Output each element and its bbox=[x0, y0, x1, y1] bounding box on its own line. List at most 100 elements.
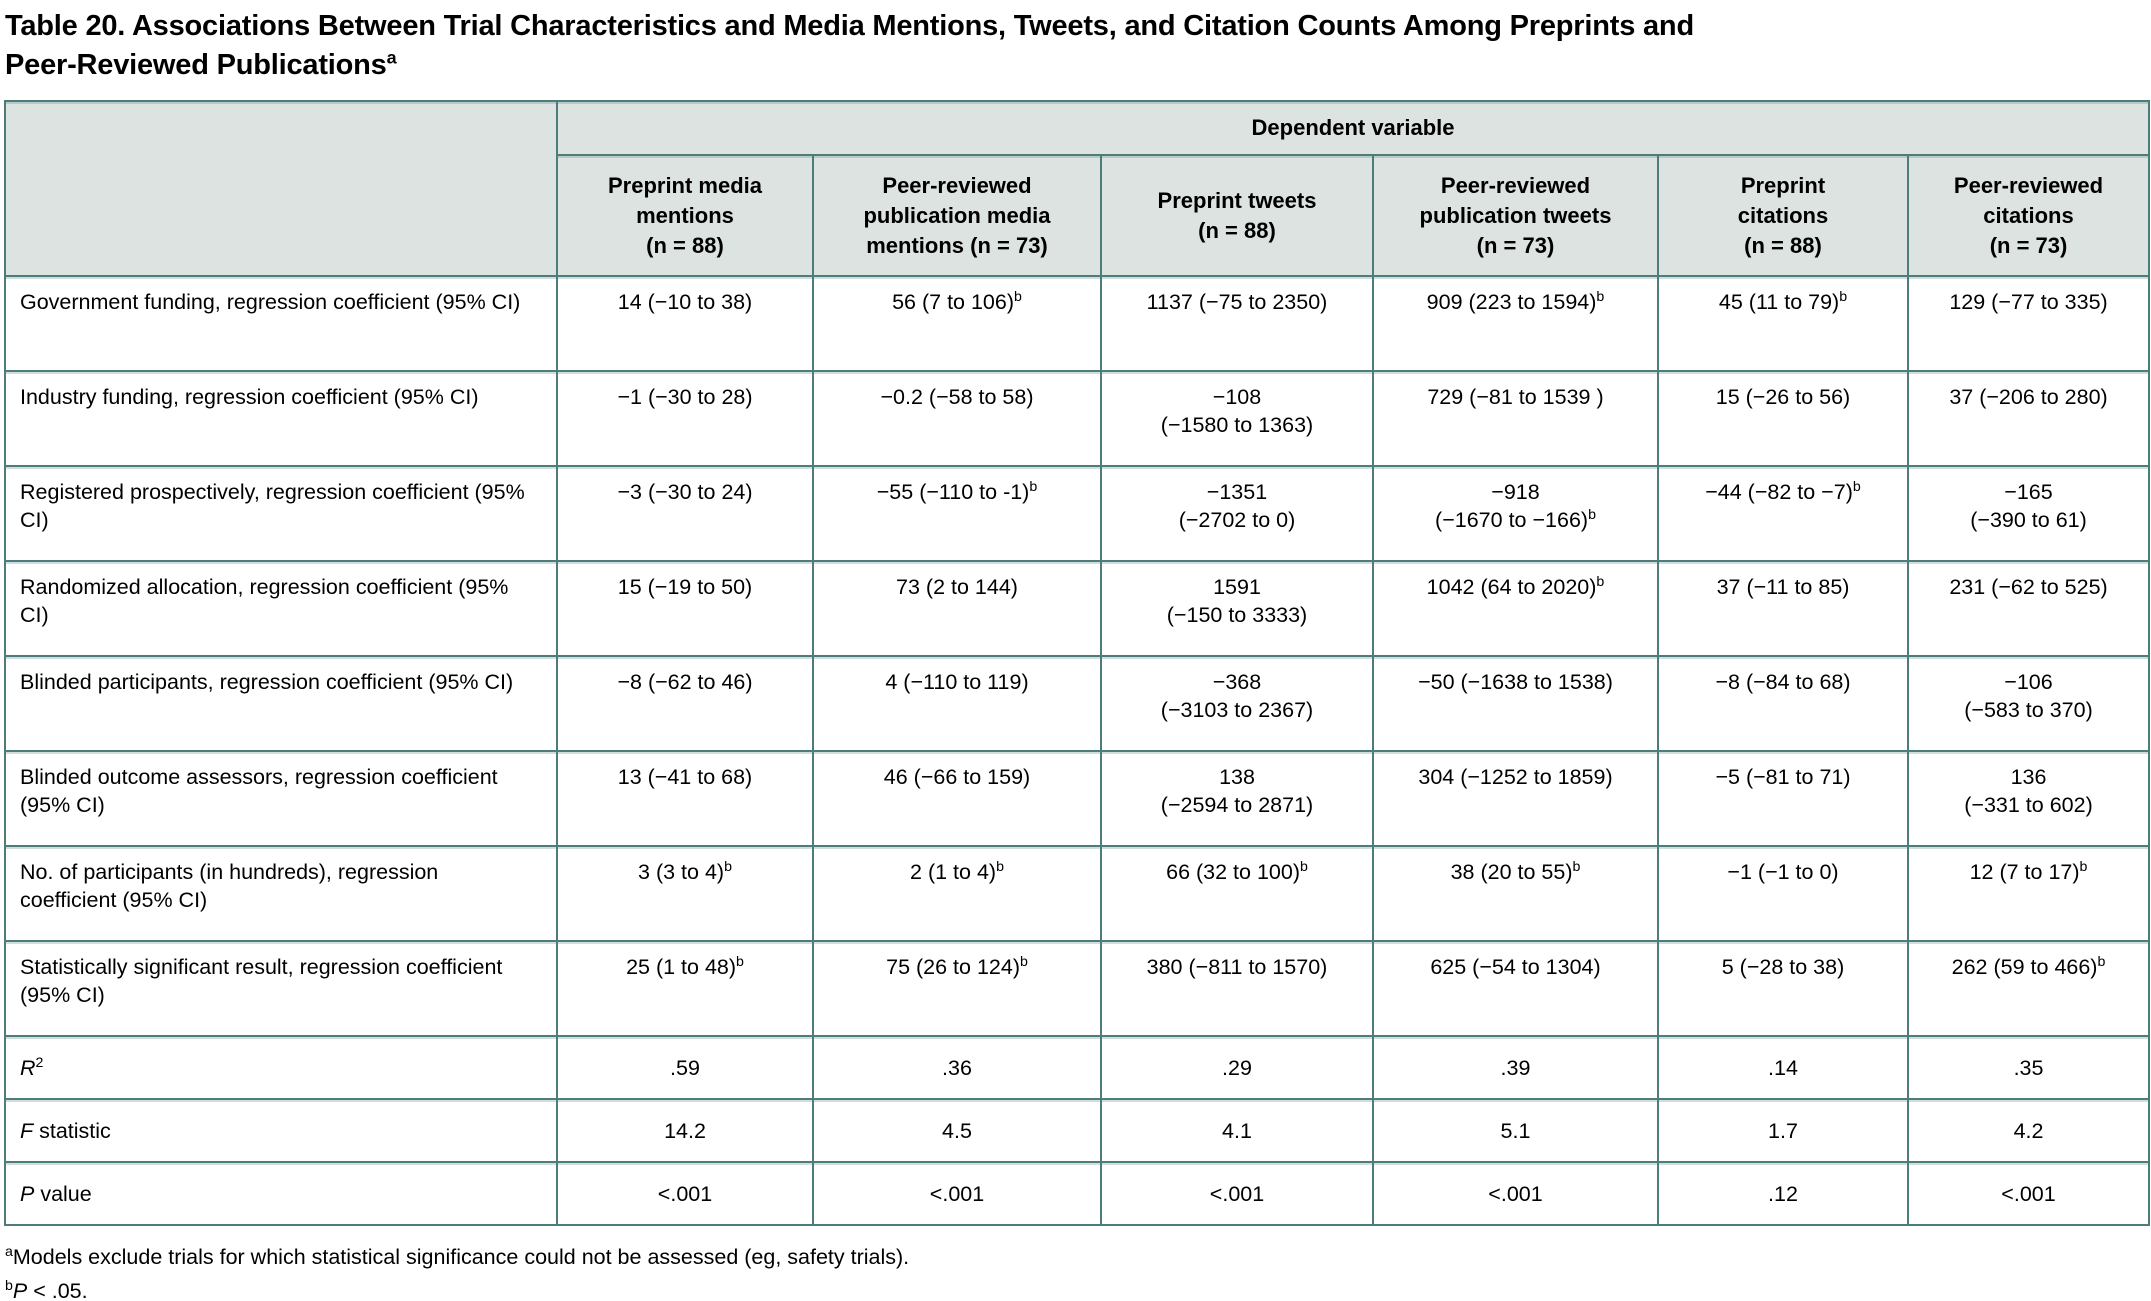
data-cell-value: .29 bbox=[1222, 1055, 1252, 1080]
significance-marker: b bbox=[736, 953, 744, 970]
data-cell: −8 (−62 to 46) bbox=[556, 655, 814, 752]
results-table: Dependent variable Preprint media mentio… bbox=[4, 100, 2151, 1226]
data-cell-value: 5.1 bbox=[1500, 1118, 1531, 1143]
data-cell: −165 (−390 to 61) bbox=[1906, 465, 2151, 562]
row-label: Blinded outcome assessors, regression co… bbox=[4, 750, 558, 847]
data-cell: 56 (7 to 106)b bbox=[812, 275, 1102, 372]
table-body: Government funding, regression coefficie… bbox=[4, 275, 2151, 1226]
data-cell: 37 (−11 to 85) bbox=[1657, 560, 1909, 657]
row-label: R2 bbox=[4, 1035, 558, 1100]
data-cell: .14 bbox=[1657, 1035, 1909, 1100]
data-cell: .29 bbox=[1100, 1035, 1374, 1100]
column-header-preprint-tweets: Preprint tweets (n = 88) bbox=[1100, 154, 1374, 277]
data-cell-value: −918 (−1670 to −166) bbox=[1435, 480, 1589, 532]
table-row: Randomized allocation, regression coeffi… bbox=[4, 560, 2151, 657]
data-cell: −50 (−1638 to 1538) bbox=[1372, 655, 1659, 752]
significance-marker: b bbox=[1014, 288, 1022, 305]
data-cell: <.001 bbox=[1100, 1161, 1374, 1226]
data-cell-value: .35 bbox=[2013, 1055, 2044, 1080]
significance-marker: b bbox=[1299, 858, 1308, 875]
data-cell-value: −368 (−3103 to 2367) bbox=[1160, 670, 1314, 722]
data-cell-value: 3 (3 to 4) bbox=[638, 860, 725, 884]
row-label: Randomized allocation, regression coeffi… bbox=[4, 560, 558, 657]
table-row: Government funding, regression coefficie… bbox=[4, 275, 2151, 372]
row-label: Government funding, regression coefficie… bbox=[4, 275, 558, 372]
data-cell: −5 (−81 to 71) bbox=[1657, 750, 1909, 847]
data-cell: 138 (−2594 to 2871) bbox=[1100, 750, 1374, 847]
significance-marker: b bbox=[2079, 858, 2088, 875]
data-cell-value: 262 (59 to 466) bbox=[1951, 955, 2098, 979]
data-cell: 12 (7 to 17)b bbox=[1906, 845, 2151, 942]
data-cell-value: −8 (−84 to 68) bbox=[1715, 670, 1851, 694]
table-row: No. of participants (in hundreds), regre… bbox=[4, 845, 2151, 942]
data-cell-value: 1042 (64 to 2020) bbox=[1426, 575, 1597, 599]
data-cell: −55 (−110 to -1)b bbox=[812, 465, 1102, 562]
data-cell-value: 37 (−11 to 85) bbox=[1716, 575, 1850, 599]
data-cell: 262 (59 to 466)b bbox=[1906, 940, 2151, 1037]
data-cell-value: −5 (−81 to 71) bbox=[1715, 765, 1851, 789]
data-cell: 4.5 bbox=[812, 1098, 1102, 1163]
data-cell-value: −165 (−390 to 61) bbox=[1970, 480, 2087, 532]
data-cell-value: 304 (−1252 to 1859) bbox=[1418, 765, 1613, 789]
data-cell-value: 5 (−28 to 38) bbox=[1721, 955, 1845, 979]
dependent-variable-row: Dependent variable bbox=[4, 100, 2151, 277]
data-cell-value: <.001 bbox=[2001, 1181, 2056, 1206]
row-label: Blinded participants, regression coeffic… bbox=[4, 655, 558, 752]
stub-header-cell bbox=[4, 100, 558, 277]
data-cell: 129 (−77 to 335) bbox=[1906, 275, 2151, 372]
table-row: P value <.001 <.001 <.001 <.001 .12 <.001 bbox=[4, 1161, 2151, 1226]
data-cell-value: <.001 bbox=[1488, 1181, 1543, 1206]
column-header-peer-reviewed-media-mentions: Peer-reviewed publication media mentions… bbox=[812, 154, 1102, 277]
data-cell-value: 231 (−62 to 525) bbox=[1949, 575, 2108, 599]
data-cell: −8 (−84 to 68) bbox=[1657, 655, 1909, 752]
data-cell-value: −1 (−1 to 0) bbox=[1727, 860, 1839, 884]
data-cell: 5.1 bbox=[1372, 1098, 1659, 1163]
data-cell: 13 (−41 to 68) bbox=[556, 750, 814, 847]
data-cell-value: −3 (−30 to 24) bbox=[617, 480, 753, 504]
data-cell: 15 (−19 to 50) bbox=[556, 560, 814, 657]
row-label: Industry funding, regression coefficient… bbox=[4, 370, 558, 467]
data-cell: −368 (−3103 to 2367) bbox=[1100, 655, 1374, 752]
data-cell-value: 1591 (−150 to 3333) bbox=[1166, 575, 1308, 627]
data-cell: −0.2 (−58 to 58) bbox=[812, 370, 1102, 467]
significance-marker: b bbox=[1839, 288, 1848, 305]
data-cell-value: −1351 (−2702 to 0) bbox=[1178, 480, 1296, 532]
data-cell-value: −55 (−110 to -1) bbox=[876, 480, 1030, 504]
data-cell: .36 bbox=[812, 1035, 1102, 1100]
data-cell-value: 129 (−77 to 335) bbox=[1949, 290, 2108, 314]
data-cell: 37 (−206 to 280) bbox=[1906, 370, 2151, 467]
data-cell-value: 66 (32 to 100) bbox=[1166, 860, 1300, 884]
data-cell: 4 (−110 to 119) bbox=[812, 655, 1102, 752]
significance-marker: b bbox=[724, 858, 732, 875]
data-cell: −3 (−30 to 24) bbox=[556, 465, 814, 562]
data-cell: 231 (−62 to 525) bbox=[1906, 560, 2151, 657]
footnote-a-text: Models exclude trials for which statisti… bbox=[12, 1245, 910, 1269]
footnote-b-marker: b bbox=[5, 1277, 13, 1294]
data-cell: 4.1 bbox=[1100, 1098, 1374, 1163]
data-cell: 1042 (64 to 2020)b bbox=[1372, 560, 1659, 657]
data-cell-value: 75 (26 to 124) bbox=[886, 955, 1020, 979]
data-cell-value: 37 (−206 to 280) bbox=[1949, 385, 2108, 409]
column-header-peer-reviewed-citations: Peer-reviewed citations (n = 73) bbox=[1906, 154, 2151, 277]
data-cell-value: <.001 bbox=[657, 1181, 713, 1206]
column-header-peer-reviewed-tweets: Peer-reviewed publication tweets (n = 73… bbox=[1372, 154, 1659, 277]
data-cell: <.001 bbox=[556, 1161, 814, 1226]
data-cell-value: 625 (−54 to 1304) bbox=[1430, 955, 1601, 979]
data-cell-value: −106 (−583 to 370) bbox=[1964, 670, 2093, 722]
data-cell: 14 (−10 to 38) bbox=[556, 275, 814, 372]
data-cell: 304 (−1252 to 1859) bbox=[1372, 750, 1659, 847]
row-label: F statistic bbox=[4, 1098, 558, 1163]
data-cell: <.001 bbox=[812, 1161, 1102, 1226]
table-row: Industry funding, regression coefficient… bbox=[4, 370, 2151, 467]
data-cell-value: 73 (2 to 144) bbox=[896, 575, 1018, 599]
column-header-preprint-media-mentions: Preprint media mentions (n = 88) bbox=[556, 154, 814, 277]
data-cell-value: <.001 bbox=[1209, 1181, 1265, 1206]
column-header-preprint-citations: Preprint citations (n = 88) bbox=[1657, 154, 1909, 277]
data-cell-value: −0.2 (−58 to 58) bbox=[880, 385, 1034, 409]
footnote-a: aModels exclude trials for which statist… bbox=[5, 1240, 2151, 1274]
data-cell-value: 25 (1 to 48) bbox=[626, 955, 737, 979]
data-cell-value: 56 (7 to 106) bbox=[892, 290, 1015, 314]
data-cell: 1591 (−150 to 3333) bbox=[1100, 560, 1374, 657]
data-cell-value: .36 bbox=[942, 1055, 972, 1080]
data-cell: 46 (−66 to 159) bbox=[812, 750, 1102, 847]
